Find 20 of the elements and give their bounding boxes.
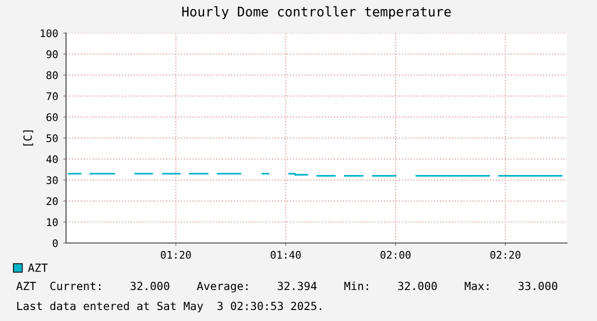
y-tick-label: 90 (46, 50, 58, 58)
text: Last data entered at Sat May 3 02:30:53 2025. (17, 302, 322, 312)
chart-title: Hourly Dome controller temperature (182, 6, 451, 20)
y-tick-label: 30 (46, 176, 58, 184)
y-tick-label: 80 (46, 71, 58, 80)
x-tick-label: 02:00 (380, 250, 411, 259)
y-tick-label: 10 (47, 218, 58, 226)
y-tick-label: 20 (46, 197, 58, 206)
y-tick-label: 50 (46, 134, 58, 142)
y-tick-label: 40 (46, 155, 58, 164)
y-tick-label: 60 (46, 113, 58, 122)
y-tick-label: 0 (52, 239, 58, 248)
y-tick-label: 100 (40, 29, 58, 38)
legend-label: AZT (28, 264, 48, 272)
y-tick-label: 70 (46, 92, 58, 100)
y-axis-title: [C] (23, 130, 34, 146)
text: AZT Current: 32.000 Average: 32.394 Min: 32.000 Max: 33.000 (16, 282, 558, 292)
x-tick-label: 02:20 (490, 250, 520, 259)
x-tick-label: 01:20 (160, 250, 191, 259)
x-tick-label: 01:40 (270, 250, 301, 259)
